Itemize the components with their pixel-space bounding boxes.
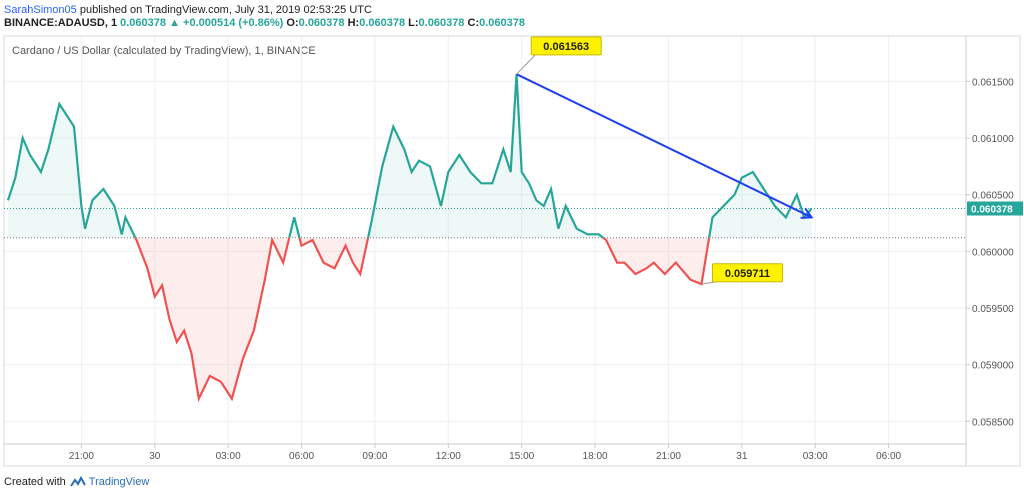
tradingview-logo-icon xyxy=(69,476,86,487)
y-tick-label: 0.061000 xyxy=(972,134,1014,145)
x-tick-label: 30 xyxy=(149,451,161,462)
area-fill-below xyxy=(135,237,710,399)
close-label: C: xyxy=(467,17,480,29)
x-tick-label: 09:00 xyxy=(362,451,387,462)
tradingview-link[interactable]: TradingView xyxy=(88,476,150,488)
author-link[interactable]: SarahSimon05 xyxy=(4,4,77,16)
x-tick-label: 06:00 xyxy=(289,451,314,462)
x-tick-label: 12:00 xyxy=(436,451,461,462)
x-tick-label: 15:00 xyxy=(509,451,534,462)
area-fill-above xyxy=(8,74,812,238)
y-tick-label: 0.060500 xyxy=(972,191,1014,202)
high-label: H: xyxy=(347,17,360,29)
callout-label: 0.059711 xyxy=(725,268,770,280)
high-value: 0.060378 xyxy=(359,17,406,29)
open-label: O: xyxy=(286,17,299,29)
y-tick-label: 0.060000 xyxy=(972,247,1014,258)
trend-arrow-head xyxy=(800,207,814,219)
last-price-label-box xyxy=(967,201,1023,216)
last-price-label: 0.060378 xyxy=(971,204,1013,215)
callout-label: 0.061563 xyxy=(543,41,589,53)
y-tick-label: 0.059000 xyxy=(972,361,1014,372)
x-tick-label: 18:00 xyxy=(583,451,608,462)
x-tick-label: 31 xyxy=(736,451,748,462)
callout-box xyxy=(530,36,602,56)
published-text: published on TradingView.com, July 31, 2… xyxy=(79,4,372,16)
chart-title: Cardano / US Dollar (calculated by Tradi… xyxy=(12,45,316,57)
symbol-name[interactable]: BINANCE:ADAUSD, 1 xyxy=(4,17,118,29)
y-tick-label: 0.059500 xyxy=(972,304,1014,315)
price-line-above xyxy=(6,74,813,238)
x-tick-label: 21:00 xyxy=(69,451,94,462)
close-value: 0.060378 xyxy=(479,17,525,29)
symbol-legend: BINANCE:ADAUSD, 1 0.060378 ▲ +0.000514 (… xyxy=(4,17,525,29)
last-price: 0.060378 xyxy=(120,17,167,29)
chart-frame xyxy=(3,35,1021,467)
y-tick-label: 0.061500 xyxy=(972,77,1014,88)
x-tick-label: 03:00 xyxy=(216,451,241,462)
x-tick-label: 06:00 xyxy=(876,451,901,462)
x-tick-label: 03:00 xyxy=(803,451,828,462)
callout-pointer xyxy=(516,54,536,75)
price-change: +0.000514 (+0.86%) xyxy=(183,17,284,29)
trend-arrow-line xyxy=(516,73,812,219)
callout-box xyxy=(711,263,783,283)
up-arrow-icon: ▲ xyxy=(169,17,180,29)
publish-info: SarahSimon05 published on TradingView.co… xyxy=(4,4,372,16)
low-value: 0.060378 xyxy=(418,17,465,29)
footer: Created with TradingView xyxy=(4,476,149,488)
price-line-below xyxy=(134,237,711,403)
y-tick-label: 0.058500 xyxy=(972,417,1014,428)
x-tick-label: 21:00 xyxy=(656,451,681,462)
low-label: L: xyxy=(408,17,419,29)
open-value: 0.060378 xyxy=(298,17,345,29)
created-with-text: Created with xyxy=(4,476,66,488)
